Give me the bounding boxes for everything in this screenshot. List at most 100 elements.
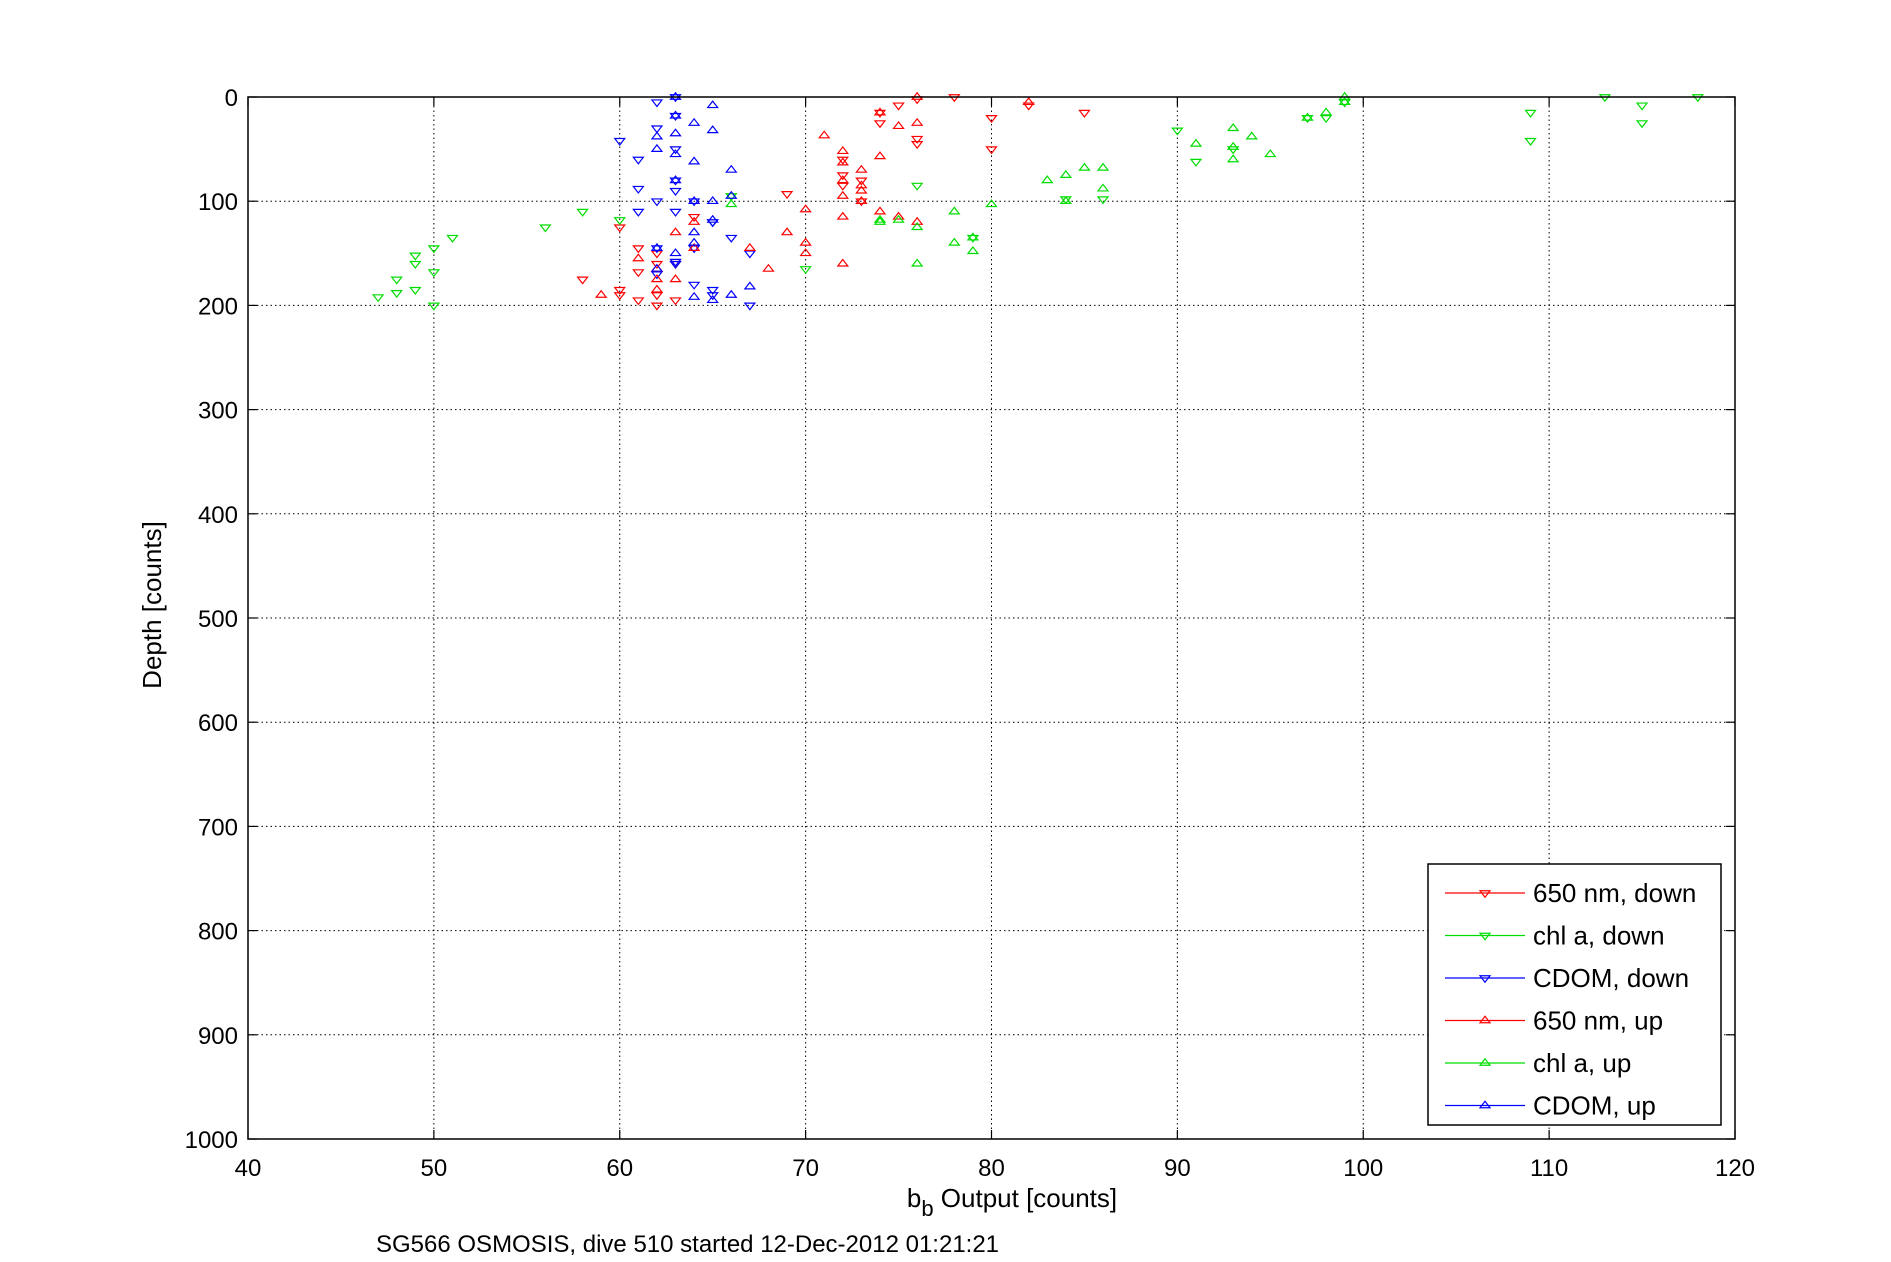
data-point — [985, 146, 998, 155]
data-point — [669, 297, 682, 306]
data-point — [669, 146, 682, 155]
series-5 — [650, 91, 757, 304]
data-point — [780, 227, 794, 236]
data-point — [799, 237, 812, 246]
data-point — [1245, 131, 1258, 140]
data-point — [836, 182, 850, 191]
data-point — [613, 217, 626, 226]
data-point — [948, 237, 961, 246]
data-point — [390, 290, 403, 299]
data-point — [427, 245, 441, 254]
data-point — [948, 206, 961, 215]
data-point — [1338, 96, 1351, 106]
y-axis-label: Depth [counts] — [137, 521, 167, 689]
y-tick-label: 100 — [198, 189, 238, 216]
data-point — [669, 187, 682, 197]
data-point — [650, 302, 664, 311]
data-point — [706, 100, 719, 109]
legend: 650 nm, down chl a, down CDOM, down 650 nm,… — [1427, 863, 1722, 1126]
data-point — [892, 214, 905, 223]
x-axis-label-text: Output [counts] — [934, 1183, 1118, 1213]
data-point — [613, 292, 626, 301]
data-point — [669, 94, 682, 103]
legend-marker — [1478, 890, 1492, 899]
data-point — [966, 232, 980, 241]
data-point — [1041, 175, 1054, 184]
data-point — [1059, 195, 1073, 205]
y-tick-label: 400 — [198, 502, 238, 529]
data-point — [1189, 138, 1203, 147]
data-point — [743, 302, 757, 311]
y-tick-label: 1000 — [185, 1127, 238, 1154]
data-point — [725, 234, 738, 243]
data-point — [669, 110, 682, 119]
data-point — [650, 143, 664, 152]
legend-entry-label: chl a, down — [1533, 921, 1665, 951]
data-point — [1096, 196, 1110, 205]
y-tick-labels: 0 100 200 300 400 500 600 700 800 900 1000 — [185, 85, 238, 1154]
y-tick-label: 700 — [198, 814, 238, 841]
data-point — [855, 177, 868, 186]
data-markers — [371, 91, 1705, 311]
data-point — [725, 193, 738, 202]
data-point — [1226, 154, 1240, 163]
data-point — [1319, 114, 1333, 124]
data-point — [669, 112, 682, 121]
data-point — [687, 281, 701, 290]
y-tick-label: 0 — [225, 85, 238, 112]
data-point — [650, 284, 664, 293]
data-point — [873, 109, 887, 118]
data-point — [650, 125, 664, 134]
data-point — [1096, 183, 1110, 192]
data-point — [1635, 120, 1649, 129]
series-4 — [725, 91, 1351, 267]
data-point — [817, 130, 831, 139]
x-axis-label-base: b — [907, 1183, 921, 1213]
data-point — [687, 198, 701, 207]
data-point — [836, 258, 850, 267]
data-point — [446, 234, 459, 243]
data-point — [892, 120, 905, 130]
data-point — [1338, 99, 1351, 108]
legend-entry-label: 650 nm, up — [1533, 1006, 1663, 1036]
data-point — [836, 211, 850, 220]
data-point — [1078, 162, 1091, 171]
data-point — [780, 191, 794, 200]
data-point — [669, 258, 682, 267]
data-point — [687, 195, 701, 205]
data-point — [855, 164, 868, 173]
data-point — [650, 263, 664, 272]
y-tick-label: 900 — [198, 1023, 238, 1050]
data-point — [706, 292, 719, 301]
x-tick-label: 50 — [421, 1155, 448, 1182]
data-point — [687, 245, 701, 254]
data-point — [1319, 107, 1333, 116]
data-point — [1078, 109, 1091, 118]
y-tick-label: 800 — [198, 919, 238, 946]
x-tick-label: 100 — [1343, 1155, 1383, 1182]
data-point — [427, 302, 441, 311]
legend-box — [1427, 863, 1722, 1126]
data-point — [650, 271, 664, 280]
data-point — [409, 252, 422, 261]
chart-caption: SG566 OSMOSIS, dive 510 started 12-Dec-2… — [376, 1231, 999, 1258]
legend-entry-label: chl a, up — [1533, 1048, 1631, 1078]
x-tick-label: 90 — [1164, 1155, 1191, 1182]
data-point — [1264, 149, 1277, 158]
data-point — [632, 253, 645, 262]
data-point — [836, 156, 850, 165]
data-point — [687, 117, 701, 126]
legend-marker — [1478, 975, 1492, 984]
data-point — [687, 237, 701, 246]
legend-marker — [1478, 1057, 1492, 1066]
data-point — [706, 286, 719, 296]
data-point — [725, 164, 738, 173]
data-point — [687, 291, 701, 300]
data-point — [836, 145, 850, 155]
data-point — [1022, 102, 1035, 111]
x-tick-labels: 40 50 60 70 80 90 100 110 120 — [235, 1155, 1755, 1182]
data-point — [743, 281, 757, 290]
data-point — [409, 260, 422, 269]
series-3 — [594, 91, 1035, 298]
